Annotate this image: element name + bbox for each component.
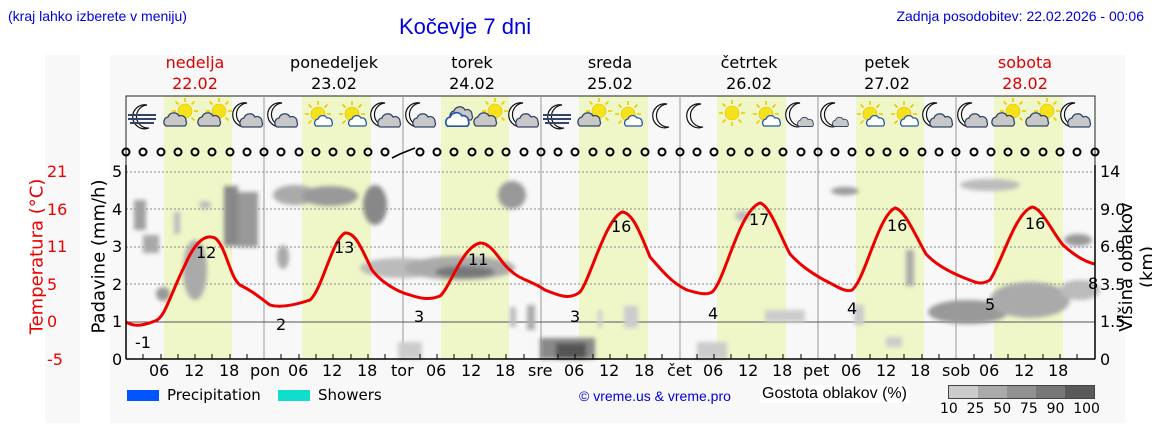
cloud-density-layer: [134, 179, 1100, 359]
svg-text:4: 4: [708, 304, 718, 323]
weather-icons-row: [128, 97, 1092, 130]
svg-text:2: 2: [276, 315, 286, 334]
precipitation-axis-label: Padavine (mm/h): [88, 179, 110, 334]
temperature-axis-label: Temperatura (°C): [26, 178, 48, 335]
cloud-density-label: Gostota oblakov (%): [760, 385, 909, 403]
svg-text:3: 3: [414, 307, 424, 326]
precipitation-swatch: [127, 389, 159, 401]
location-menu-hint: (kraj lahko izberete v meniju): [8, 8, 187, 24]
last-update: Zadnja posodobitev: 22.02.2026 - 00:06: [896, 8, 1144, 24]
copyright-link[interactable]: © vreme.us & vreme.pro: [579, 388, 731, 404]
svg-text:12: 12: [196, 243, 216, 262]
day-label-tuesday: torek 24.02: [449, 53, 495, 93]
day-label-thursday: četrtek 26.02: [720, 53, 778, 93]
temperature-axis-strip: [45, 55, 80, 423]
svg-text:4: 4: [847, 299, 857, 318]
legend-showers: Showers: [278, 386, 382, 404]
svg-text:-1: -1: [135, 333, 151, 352]
svg-text:5: 5: [985, 295, 995, 314]
day-label-saturday: sobota 28.02: [997, 53, 1053, 93]
svg-text:16: 16: [1025, 214, 1045, 233]
cloud-height-axis-label: Višina oblakov (km): [1116, 202, 1152, 332]
svg-text:16: 16: [611, 217, 631, 236]
svg-text:3: 3: [570, 307, 580, 326]
temp-annotations: -1 12 2 13 3 11 3 16 4 17 4 16 5 16 8: [135, 210, 1098, 352]
showers-swatch: [278, 389, 310, 401]
svg-text:13: 13: [334, 238, 354, 257]
svg-text:17: 17: [749, 210, 769, 229]
cloud-density-ticks: 10 25 50 75 90 100: [940, 401, 1100, 417]
wind-barb-icon: [391, 147, 416, 159]
x-axis-ticks: 06 12 18 pon 06 12 18 tor 06 12 18 sre 0…: [149, 361, 1069, 380]
svg-text:8: 8: [1088, 274, 1098, 293]
day-label-monday: ponedeljek 23.02: [290, 53, 378, 93]
page-title: Kočevje 7 dni: [399, 14, 532, 39]
day-label-friday: petek 27.02: [864, 53, 910, 93]
cloud-density-colorbar: [948, 385, 1095, 399]
svg-text:11: 11: [468, 250, 488, 269]
day-label-sunday: nedelja 22.02: [165, 53, 225, 93]
legend-precipitation: Precipitation: [127, 386, 261, 404]
svg-text:16: 16: [887, 216, 907, 235]
day-label-wednesday: sreda 25.02: [587, 53, 633, 93]
temperature-line: [125, 201, 1096, 327]
wind-indicators: [121, 147, 1100, 157]
